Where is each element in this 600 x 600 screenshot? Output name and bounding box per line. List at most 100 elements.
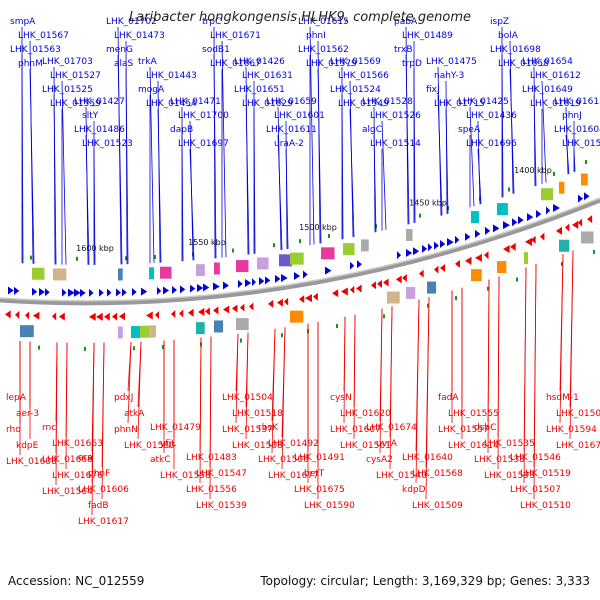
top-gene-label: LHK_01619 [530,99,581,109]
top-gene-label: LHK_01514 [370,139,421,149]
forward-gene-arrow [197,284,204,293]
bottom-leader-line [91,342,95,516]
upper-feature-box [214,262,220,275]
top-gene-label: LHK_01526 [370,111,421,121]
reverse-gene-arrow [205,307,210,316]
bottom-leader-line [425,297,430,500]
forward-gene-arrow [303,270,308,279]
bottom-leader-line [281,327,286,470]
upper-feature-box [581,173,588,186]
upper-feature-box [236,260,249,273]
top-gene-label: LHK_01703 [42,57,93,67]
top-gene-label: LHK_01427 [74,97,125,107]
bottom-leader-line [415,299,420,484]
bottom-gene-label: LHK_01538 [474,455,525,465]
top-leader-line [405,54,410,225]
reverse-gene-arrow [465,256,472,265]
reverse-gene-arrow [396,275,402,284]
reverse-gene-arrow [89,312,96,321]
top-leader-line [157,108,162,263]
bottom-gene-label: atkA [124,409,145,419]
forward-gene-arrow [68,288,75,297]
upper-feature-box [559,181,565,194]
forward-gene-arrow [62,288,67,297]
reverse-gene-arrow [179,309,184,318]
top-gene-label: LHK_01667 [210,59,261,69]
reverse-gene-arrow [510,242,516,251]
forward-gene-arrow [455,235,460,244]
bottom-gene-label: LHK_01537 [222,425,273,435]
forward-gene-arrow [238,279,243,288]
forward-gene-arrow [116,288,122,297]
forward-gene-arrow [190,284,196,293]
top-gene-label: LHK_01601 [274,111,325,121]
lower-feature-box [581,231,594,244]
top-gene-label: LHK_01549 [338,99,389,109]
top-gene-labels: smpA LHK_01703 LHK_01427 LHK_01702 trkA LHK_0… [10,17,600,149]
top-gene-label: phnM [18,59,43,69]
top-leader-line [285,148,289,249]
bottom-leader-line [235,333,239,424]
forward-gene-arrow [80,288,86,297]
top-gene-label: trxB [394,45,413,55]
marker-tick [299,239,301,244]
marker-tick [76,256,78,261]
top-leader-line [221,40,227,258]
reverse-gene-arrow [578,218,583,227]
kbp-tick-label: 1500 kbp [299,223,337,232]
top-gene-label: smpA [10,17,36,27]
bottom-gene-label: dsbC [474,423,496,433]
forward-gene-arrow [553,203,560,212]
top-gene-label: phnI [306,31,326,41]
forward-gene-arrow [32,287,38,296]
bottom-gene-label: LHK_01640 [402,453,453,463]
forward-gene-arrow [406,248,413,257]
bottom-gene-label: kdpE [16,441,39,451]
lower-feature-box [118,326,123,339]
bottom-gene-label: LHK_01518 [232,409,283,419]
upper-feature-box [257,257,269,270]
bottom-gene-label: phnN [114,425,138,435]
forward-gene-arrow [141,287,148,296]
bottom-label-leader-lines [19,250,574,516]
marker-tick [133,346,135,351]
top-leader-line [29,68,35,264]
top-gene-label: LHK_01700 [178,111,229,121]
top-leader-line [573,148,576,172]
top-gene-label: ispZ [490,17,509,27]
bottom-gene-label: LHK_01678 [556,441,600,451]
bottom-gene-label: LHK_01675 [294,485,345,495]
forward-gene-arrow [275,274,281,283]
top-leader-line [117,54,123,265]
bottom-leader-line [209,336,212,500]
bottom-gene-label: LHK_01606 [78,485,129,495]
top-label-leader-lines [21,26,576,265]
bottom-gene-label: LHK_01557 [438,425,489,435]
upper-feature-box [343,243,355,256]
bottom-gene-label: LHK_01674 [366,423,417,433]
reverse-gene-arrow [540,232,545,241]
bottom-gene-label: fadA [438,393,459,403]
top-leader-line [565,106,569,175]
forward-gene-arrow [447,238,454,247]
top-gene-label: dapB [170,125,193,135]
bottom-leader-line [271,328,276,454]
reverse-gene-arrow [59,312,65,321]
lower-feature-box [20,325,34,338]
bottom-gene-label: LHK_01492 [268,439,319,449]
reverse-gene-arrow [104,312,110,321]
bottom-gene-label: LHK_01483 [186,453,237,463]
top-gene-label: nahY-3 [434,71,464,81]
bottom-gene-label: LHK_01505 [556,409,600,419]
marker-tick [154,255,156,260]
upper-feature-box [361,239,369,252]
top-gene-label: LHK_01425 [458,97,509,107]
lower-feature-box [387,291,400,304]
forward-gene-arrow [350,261,355,270]
top-gene-label: LHK_01612 [530,71,581,81]
top-gene-label: mogA [138,85,165,95]
bottom-gene-label: lepA [6,393,27,403]
top-leader-line [445,108,449,214]
top-gene-label: LHK_01659 [266,97,317,107]
marker-tick [328,234,330,239]
